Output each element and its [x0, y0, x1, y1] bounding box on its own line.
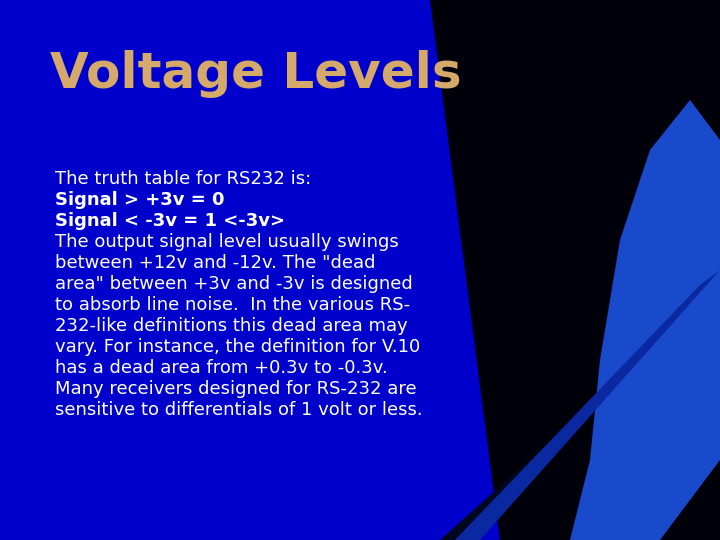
Text: vary. For instance, the definition for V.10: vary. For instance, the definition for V…	[55, 338, 420, 356]
Text: area" between +3v and -3v is designed: area" between +3v and -3v is designed	[55, 275, 413, 293]
Polygon shape	[455, 270, 720, 540]
Text: Signal > +3v = 0: Signal > +3v = 0	[55, 191, 225, 209]
Text: Many receivers designed for RS-232 are: Many receivers designed for RS-232 are	[55, 380, 417, 398]
Text: has a dead area from +0.3v to -0.3v.: has a dead area from +0.3v to -0.3v.	[55, 359, 388, 377]
Text: The output signal level usually swings: The output signal level usually swings	[55, 233, 399, 251]
Polygon shape	[430, 0, 720, 540]
Polygon shape	[570, 100, 720, 540]
Text: Voltage Levels: Voltage Levels	[50, 50, 462, 98]
Polygon shape	[440, 250, 720, 540]
Text: The truth table for RS232 is:: The truth table for RS232 is:	[55, 170, 311, 188]
Text: to absorb line noise.  In the various RS-: to absorb line noise. In the various RS-	[55, 296, 410, 314]
Text: 232-like definitions this dead area may: 232-like definitions this dead area may	[55, 317, 408, 335]
Text: sensitive to differentials of 1 volt or less.: sensitive to differentials of 1 volt or …	[55, 401, 423, 419]
Text: Signal < -3v = 1 <-3v>: Signal < -3v = 1 <-3v>	[55, 212, 285, 230]
Text: between +12v and -12v. The "dead: between +12v and -12v. The "dead	[55, 254, 376, 272]
